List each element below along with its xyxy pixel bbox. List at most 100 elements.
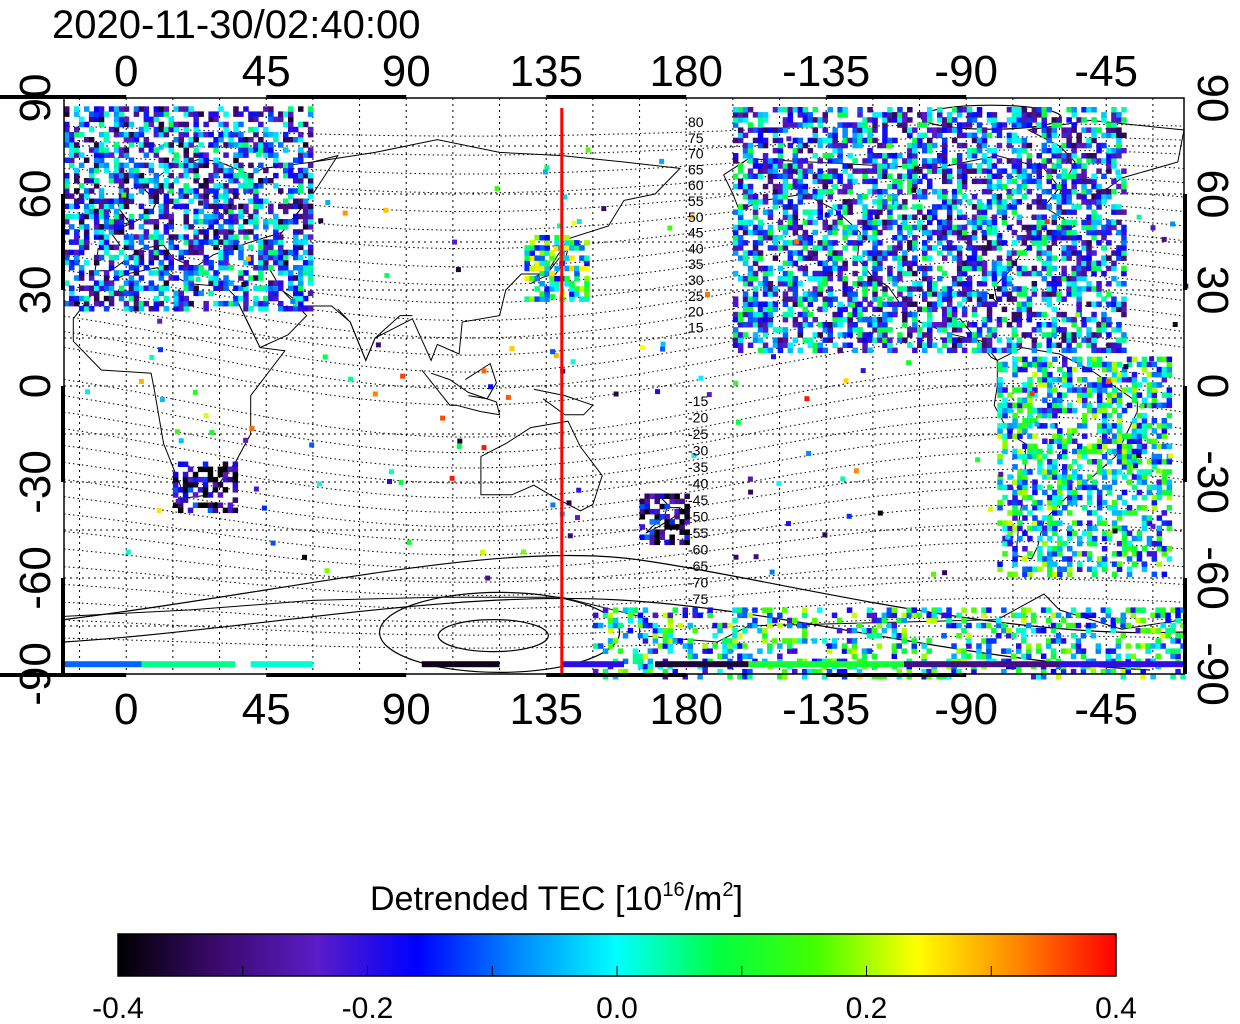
tec-cell (1156, 535, 1163, 542)
tec-cell (1101, 311, 1107, 318)
tec-cell (852, 178, 858, 185)
tec-cell (659, 534, 665, 540)
tec-cell (69, 213, 75, 220)
tec-cell (1051, 255, 1057, 261)
tec-cell (534, 245, 540, 251)
tec-cell (607, 622, 614, 629)
tec-cell (1166, 356, 1173, 363)
tec-cell (243, 234, 249, 240)
tec-cell (307, 244, 314, 251)
tec-cell (827, 158, 833, 164)
tec-cell (942, 229, 948, 236)
tec-cell (1016, 337, 1023, 343)
tec-cell (842, 229, 848, 236)
tec-cell (1065, 622, 1072, 629)
tec-cell (118, 224, 125, 230)
tec-cell (138, 126, 145, 133)
tec-cell (1016, 270, 1023, 277)
tec-cell (549, 270, 555, 277)
tec-cell (1032, 515, 1038, 521)
tec-cell-scatter (639, 344, 645, 350)
tec-cell (1091, 448, 1098, 455)
tec-cell (1036, 327, 1042, 333)
tec-cell (243, 295, 249, 302)
tec-cell (644, 534, 650, 540)
tec-cell (1126, 540, 1133, 547)
tec-cell (752, 229, 759, 236)
tec-cell (902, 270, 908, 277)
tec-cell (302, 198, 309, 204)
tec-cell (1101, 260, 1107, 267)
tec-cell (1012, 494, 1018, 501)
tec-cell (956, 301, 963, 307)
tec-cell (742, 322, 749, 328)
tec-cell-scatter (387, 479, 392, 484)
tec-cell (937, 275, 943, 282)
contour-line (63, 303, 1185, 373)
tec-cell (986, 337, 993, 343)
tec-cell (1067, 494, 1073, 501)
tec-cell (737, 183, 744, 190)
tec-cell (207, 466, 214, 473)
tec-cell (298, 270, 304, 276)
tec-cell (579, 255, 585, 261)
tec-cell (248, 162, 254, 169)
tec-cell (183, 203, 189, 210)
tec-cell (892, 250, 898, 256)
tec-cell (1086, 240, 1092, 246)
tec-cell (1072, 494, 1078, 501)
tec-cell (1121, 474, 1128, 480)
tec-cell (907, 153, 913, 159)
tec-cell (956, 327, 963, 333)
tec-cell (238, 162, 244, 169)
tec-cell (901, 627, 907, 634)
tec-cell (707, 648, 713, 654)
tec-cell (178, 306, 184, 312)
tec-cell (103, 198, 110, 204)
tec-cell (143, 265, 150, 271)
tec-cell (1161, 489, 1168, 496)
tec-cell (1111, 158, 1117, 164)
tec-cell (1016, 199, 1023, 205)
tec-cell (664, 519, 670, 525)
tec-cell (942, 286, 948, 292)
tec-cell (917, 219, 923, 226)
tec-cell (1156, 494, 1163, 501)
tec-cell (961, 142, 968, 149)
tec-cell (827, 291, 833, 297)
tec-cell (912, 163, 918, 169)
tec-cell-scatter (1168, 453, 1174, 459)
tec-cell (907, 296, 913, 302)
tec-cell (1031, 337, 1038, 343)
tec-cell (138, 300, 145, 307)
tec-cell (258, 254, 264, 261)
tec-cell (182, 476, 189, 483)
tec-cell (233, 172, 239, 179)
tec-cell (867, 255, 873, 261)
tec-cell (737, 240, 744, 246)
tec-cell (268, 290, 274, 297)
tec-cell (772, 240, 779, 246)
tec-cell (163, 254, 170, 261)
tec-cell (802, 112, 809, 118)
tec-cell (293, 137, 299, 143)
tec-cell (1007, 407, 1013, 414)
tec-cell (1111, 275, 1117, 282)
tec-cell (752, 332, 759, 338)
tec-cell (832, 127, 838, 133)
tec-cell (857, 132, 863, 139)
tec-cell (682, 607, 688, 613)
tec-cell (762, 117, 769, 123)
tec-cell (1146, 423, 1153, 429)
tec-cell (742, 112, 749, 118)
tec-cell (253, 193, 259, 199)
tec-cell (1136, 489, 1143, 496)
tec-cell (1031, 327, 1038, 333)
tec-cell (777, 158, 784, 164)
tec-cell (228, 142, 234, 148)
tec-cell (872, 163, 878, 169)
tec-cell (837, 275, 843, 282)
tec-cell (268, 249, 274, 256)
tec-cell (1057, 392, 1063, 398)
tec-cell (1061, 173, 1067, 179)
